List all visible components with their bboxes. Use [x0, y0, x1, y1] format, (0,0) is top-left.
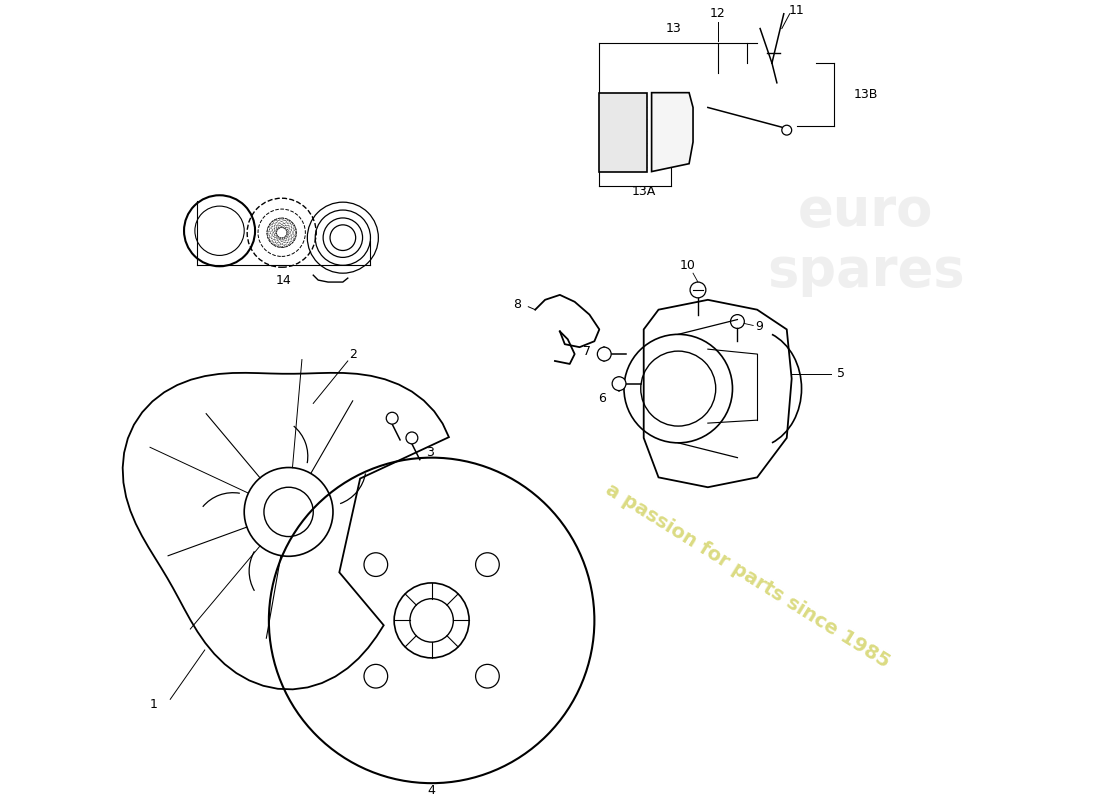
Text: 13: 13	[666, 22, 681, 35]
Circle shape	[597, 347, 612, 361]
Text: 3: 3	[426, 446, 433, 459]
Text: 14: 14	[276, 274, 292, 286]
Text: 9: 9	[756, 320, 763, 333]
Circle shape	[386, 412, 398, 424]
Text: 8: 8	[514, 298, 521, 311]
Text: 13B: 13B	[854, 88, 878, 101]
Text: 5: 5	[837, 367, 845, 380]
Circle shape	[406, 432, 418, 444]
Text: 1: 1	[150, 698, 157, 710]
Circle shape	[612, 377, 626, 390]
Text: 6: 6	[598, 392, 606, 405]
Polygon shape	[651, 93, 693, 171]
Text: 4: 4	[428, 783, 436, 797]
Text: 13A: 13A	[631, 185, 656, 198]
Text: 2: 2	[349, 347, 356, 361]
Text: a passion for parts since 1985: a passion for parts since 1985	[602, 480, 893, 672]
Text: euro
spares: euro spares	[767, 185, 965, 297]
Polygon shape	[600, 93, 647, 171]
Text: 12: 12	[710, 7, 726, 20]
Text: 7: 7	[583, 345, 592, 358]
Text: 11: 11	[789, 4, 804, 18]
Text: 10: 10	[680, 258, 696, 272]
